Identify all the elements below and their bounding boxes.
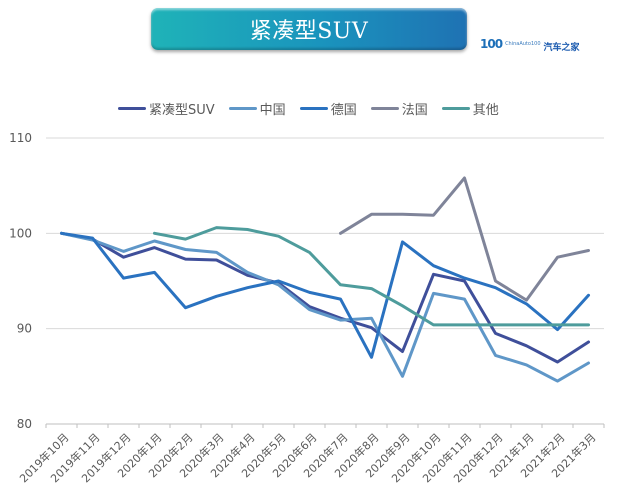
logo-brand-block: 汽车之家 xyxy=(544,35,580,54)
chart-legend: 紧凑型SUV 中国 德国 法国 其他 xyxy=(118,99,499,118)
series-line xyxy=(60,231,590,359)
legend-label: 法国 xyxy=(401,103,428,118)
y-tick-label: 100 xyxy=(9,226,32,240)
legend-label: 德国 xyxy=(330,103,357,118)
data-series xyxy=(60,176,590,383)
series-line xyxy=(60,231,590,383)
logo-100-mark: 100 xyxy=(480,37,503,51)
y-axis: 80 90 100 110 xyxy=(9,131,32,431)
x-axis: 2019年10月2019年11月2019年12月2020年1月2020年2月20… xyxy=(16,424,605,485)
legend-label: 其他 xyxy=(472,103,499,118)
y-tick-label: 80 xyxy=(17,417,32,431)
y-tick-label: 90 xyxy=(17,322,32,336)
legend-swatch-others xyxy=(441,107,470,110)
series-line xyxy=(339,176,590,302)
legend-item-china[interactable]: 中国 xyxy=(228,99,286,118)
legend-item-france[interactable]: 法国 xyxy=(370,99,428,118)
series-line xyxy=(153,226,590,327)
legend-swatch-germany xyxy=(299,107,328,110)
brand-logo: 100 ChinaAuto100 汽车之家 xyxy=(480,35,580,54)
legend-swatch-china xyxy=(228,107,257,110)
legend-label: 紧凑型SUV xyxy=(149,103,215,118)
legend-item-suv[interactable]: 紧凑型SUV xyxy=(118,99,215,118)
legend-item-germany[interactable]: 德国 xyxy=(299,99,357,118)
legend-swatch-suv xyxy=(118,107,146,110)
logo-brand-text: 汽车之家 xyxy=(543,42,580,53)
legend-item-others[interactable]: 其他 xyxy=(441,99,499,118)
gridlines xyxy=(46,137,604,425)
chart-title: 紧凑型SUV xyxy=(249,19,369,44)
y-tick-label: 110 xyxy=(9,131,32,145)
legend-swatch-france xyxy=(370,107,399,110)
logo-small-text: ChinaAuto100 xyxy=(505,40,541,47)
legend-label: 中国 xyxy=(259,103,286,118)
series-line xyxy=(60,231,590,364)
title-banner: 紧凑型SUV xyxy=(151,8,467,50)
